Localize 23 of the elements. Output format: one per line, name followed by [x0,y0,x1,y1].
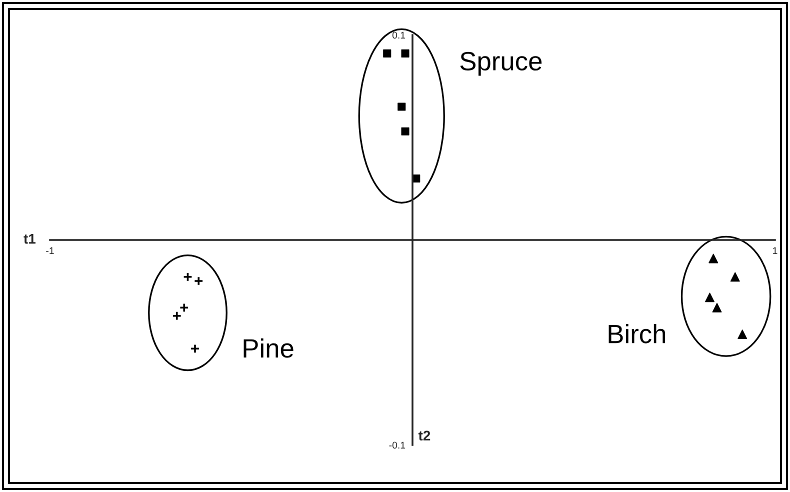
point [194,276,204,286]
y-tick-label: -0.1 [389,442,406,449]
series-label: Pine [244,338,294,358]
point [401,127,410,136]
point [712,302,722,312]
y-axis-title: t2 [418,430,430,441]
point [172,311,182,321]
x-tick-label: 1 [773,247,778,254]
x-tick-label: -1 [46,247,54,254]
point [705,292,714,302]
point [383,49,392,58]
x-axis-title: t1 [24,234,36,244]
point [179,302,189,312]
point [190,344,200,354]
point [708,254,718,264]
series-label: Birch [608,324,666,344]
series-label: Spruce [460,52,542,76]
point [398,102,406,111]
point [738,330,748,340]
point [401,49,410,58]
point [182,272,193,282]
point [730,272,740,282]
y-tick-label: 0.1 [392,32,406,39]
